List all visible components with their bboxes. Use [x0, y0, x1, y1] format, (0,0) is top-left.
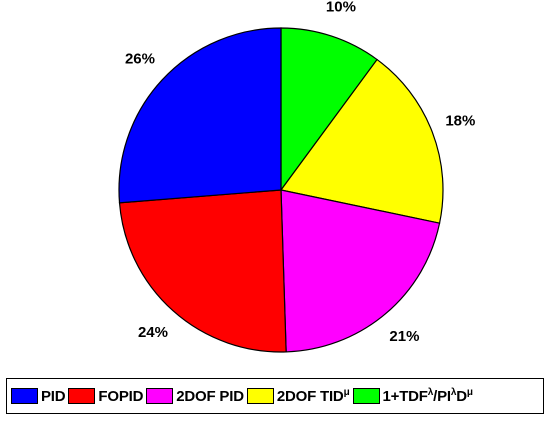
pie-label-0: 10%: [326, 0, 356, 16]
pie-slice-1: [279, 58, 444, 224]
legend-swatch-2dof-tid: [246, 388, 274, 404]
legend-swatch-fopid: [68, 388, 96, 404]
legend-item-pid: PID: [11, 387, 66, 405]
legend-swatch-pid: [11, 388, 38, 404]
legend-item-fopid: FOPID: [68, 388, 143, 405]
pie-label-4: 26%: [125, 51, 155, 68]
legend-label-2dof-pid: 2DOF PID: [176, 387, 244, 405]
pie-slice-0: [280, 27, 378, 192]
pie-labels: 10% 18% 21% 24% 26%: [125, 0, 475, 345]
pie-slice-3: [118, 189, 287, 353]
pie-label-2: 21%: [389, 328, 419, 345]
legend-item-2dof-tid: 2DOF TIDμ: [246, 386, 350, 405]
legend: PID FOPID 2DOF PID 2DOF TIDμ 1+TDFλ/PIλD…: [6, 378, 544, 414]
pie-slices: [118, 27, 444, 353]
legend-swatch-tdf-pild: [352, 388, 380, 404]
pie-label-3: 24%: [138, 324, 168, 341]
legend-label-pid: PID: [41, 387, 66, 405]
legend-label-2dof-tid: 2DOF TIDμ: [276, 386, 350, 405]
pie-slice-2: [280, 189, 441, 353]
legend-item-tdf-pild: 1+TDFλ/PIλDμ: [352, 386, 474, 405]
pie-label-1: 18%: [445, 112, 475, 129]
legend-label-tdf-pild: 1+TDFλ/PIλDμ: [382, 386, 474, 405]
legend-item-2dof-pid: 2DOF PID: [146, 388, 244, 405]
legend-swatch-2dof-pid: [146, 388, 174, 404]
legend-label-fopid: FOPID: [98, 387, 144, 405]
pie-chart: 10% 18% 21% 24% 26%: [118, 0, 475, 353]
pie-slice-4: [118, 27, 282, 204]
